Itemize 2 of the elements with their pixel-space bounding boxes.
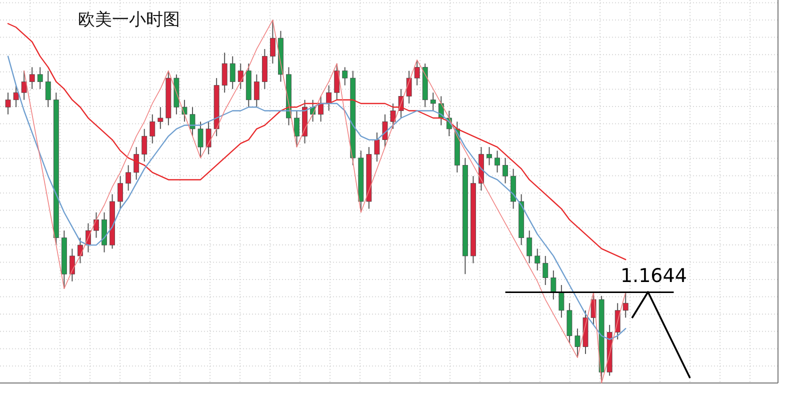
annotation: 1.1644: [620, 265, 687, 287]
chart-title: 欧美一小时图: [78, 10, 180, 30]
